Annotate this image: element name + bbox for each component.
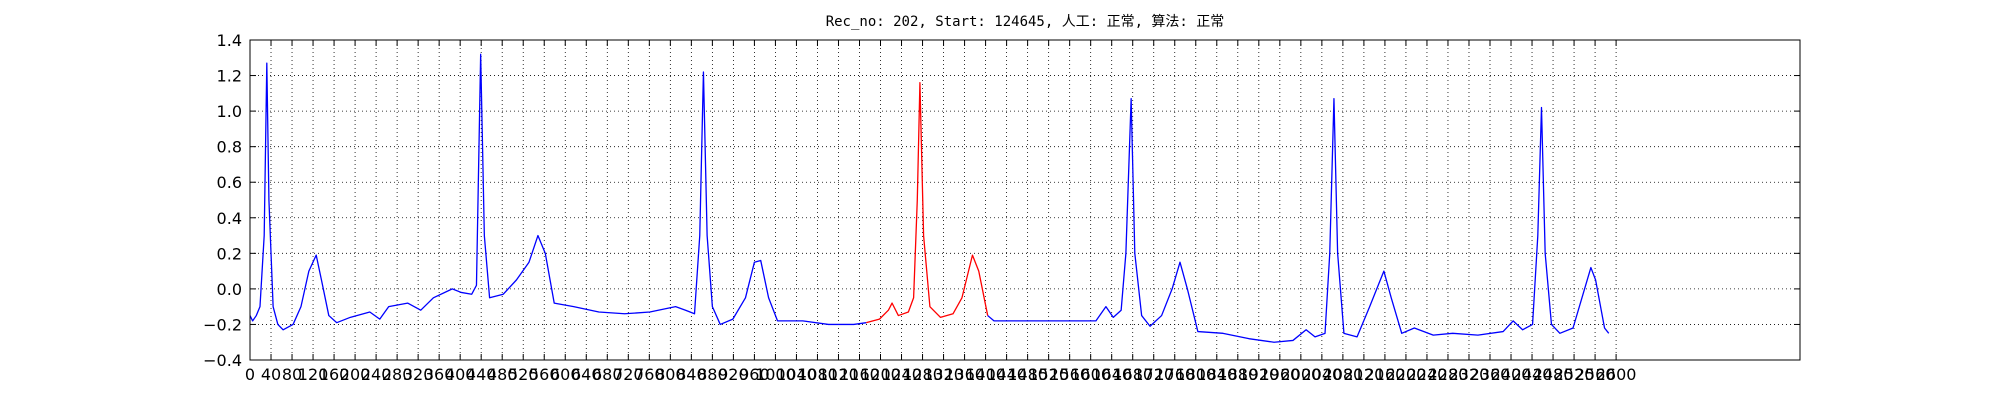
y-tick-label: 0.8	[217, 138, 242, 157]
x-tick-label: 1000	[755, 365, 796, 384]
x-tick-label: 1520	[1028, 365, 1069, 384]
x-tick-label: 520	[508, 365, 539, 384]
x-tick-label: 200	[340, 365, 371, 384]
x-tick-label: 1560	[1049, 365, 1090, 384]
y-tick-label: 1.0	[217, 102, 242, 121]
x-tick-label: 1960	[1259, 365, 1300, 384]
chart-title: Rec_no: 202, Start: 124645, 人工: 正常, 算法: …	[826, 14, 1225, 30]
x-tick-label: 1080	[797, 365, 838, 384]
x-tick-label: 2400	[1491, 365, 1532, 384]
x-tick-label: 0	[245, 365, 255, 384]
x-tick-label: 600	[550, 365, 581, 384]
x-tick-label: 1800	[1175, 365, 1216, 384]
x-tick-label: 560	[529, 365, 560, 384]
x-tick-label: 1440	[986, 365, 1027, 384]
x-tick-label: 2440	[1512, 365, 1553, 384]
signal-line	[249, 53, 867, 331]
x-tick-label: 2560	[1575, 365, 1616, 384]
x-tick-label: 2480	[1533, 365, 1574, 384]
x-tick-label: 640	[571, 365, 602, 384]
x-tick-label: 2360	[1470, 365, 1511, 384]
x-tick-label: 720	[613, 365, 644, 384]
x-tick-label: 40	[261, 365, 281, 384]
x-tick-label: 1280	[902, 365, 943, 384]
x-tick-label: 1240	[881, 365, 922, 384]
x-tick-label: 2280	[1428, 365, 1469, 384]
x-tick-label: 120	[298, 365, 329, 384]
x-tick-label: 920	[718, 365, 749, 384]
x-tick-label: 1200	[860, 365, 901, 384]
x-tick-label: 160	[319, 365, 350, 384]
x-tick-label: 440	[466, 365, 497, 384]
x-tick-label: 1680	[1112, 365, 1153, 384]
x-tick-label: 1880	[1217, 365, 1258, 384]
x-tick-label: 1320	[923, 365, 964, 384]
x-tick-label: 2320	[1449, 365, 1490, 384]
x-tick-label: 1400	[965, 365, 1006, 384]
x-tick-label: 1120	[818, 365, 859, 384]
y-tick-label: 1.2	[217, 67, 242, 86]
y-tick-label: 1.4	[217, 31, 242, 50]
x-tick-label: 360	[424, 365, 455, 384]
x-tick-label: 2520	[1554, 365, 1595, 384]
plot-frame	[249, 39, 1801, 361]
x-tick-label: 320	[403, 365, 434, 384]
x-tick-label: 80	[282, 365, 302, 384]
x-tick-label: 2200	[1386, 365, 1427, 384]
x-tick-label: 1600	[1070, 365, 1111, 384]
x-tick-label: 2080	[1323, 365, 1364, 384]
x-tick-label: 2160	[1365, 365, 1406, 384]
x-tick-label: 480	[487, 365, 518, 384]
x-tick-label: 1360	[944, 365, 985, 384]
x-tick-label: 1840	[1196, 365, 1237, 384]
x-tick-label: 1640	[1091, 365, 1132, 384]
x-tick-label: 240	[361, 365, 392, 384]
x-tick-label: 760	[634, 365, 665, 384]
signal-line	[987, 98, 1610, 343]
x-tick-label: 2240	[1407, 365, 1448, 384]
x-tick-label: 800	[655, 365, 686, 384]
x-tick-label: 2000	[1280, 365, 1321, 384]
signal-line	[866, 82, 989, 324]
x-tick-label: 680	[592, 365, 623, 384]
x-tick-label: 840	[676, 365, 707, 384]
y-tick-label: −0.2	[203, 315, 242, 334]
x-tick-label: 2120	[1344, 365, 1385, 384]
x-tick-label: 1160	[839, 365, 880, 384]
x-tick-label: 1040	[776, 365, 817, 384]
y-tick-label: 0.2	[217, 244, 242, 263]
y-tick-label: 0.0	[217, 280, 242, 299]
x-tick-label: 880	[697, 365, 728, 384]
y-tick-label: 0.6	[217, 173, 242, 192]
x-tick-label: 280	[382, 365, 413, 384]
x-tick-label: 960	[739, 365, 770, 384]
x-tick-label: 1760	[1154, 365, 1195, 384]
x-tick-label: 1920	[1238, 365, 1279, 384]
x-tick-label: 1720	[1133, 365, 1174, 384]
y-tick-label: −0.4	[203, 351, 242, 370]
x-tick-label: 2040	[1302, 365, 1343, 384]
x-tick-label: 1480	[1007, 365, 1048, 384]
x-tick-label: 2600	[1596, 365, 1637, 384]
x-tick-label: 400	[445, 365, 476, 384]
y-tick-label: 0.4	[217, 209, 242, 228]
